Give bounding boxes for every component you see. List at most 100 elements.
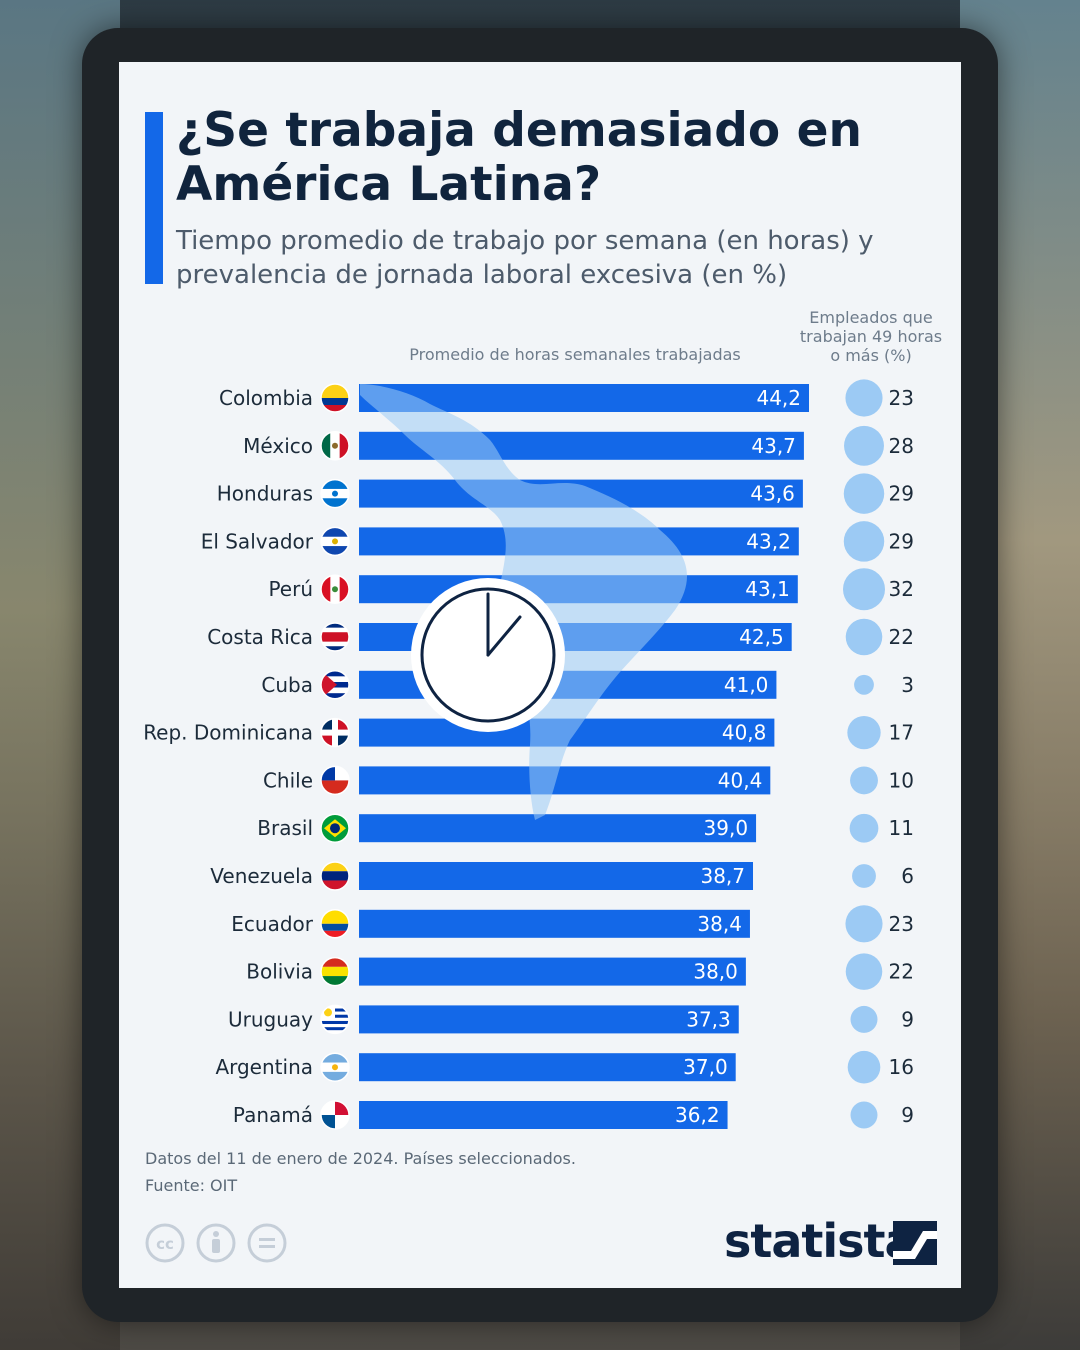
country-label: Ecuador [231, 912, 313, 936]
bar [359, 766, 771, 795]
employee-bubble [850, 1005, 878, 1033]
costa-rica-flag-icon [320, 622, 350, 652]
employee-bubble [845, 953, 883, 990]
employee-bubble [854, 674, 874, 695]
country-label: Brasil [257, 816, 313, 840]
bar [359, 862, 754, 890]
bar-value-label: 43,7 [751, 434, 796, 458]
country-label: Bolivia [246, 960, 313, 984]
employee-pct-label: 22 [889, 625, 914, 649]
bar-value-label: 38,7 [700, 864, 745, 888]
license-icons: cc [145, 1223, 287, 1263]
employee-pct-label: 11 [889, 816, 914, 840]
bar-value-label: 41,0 [724, 673, 769, 697]
country-label: Argentina [215, 1055, 313, 1079]
chile-flag-icon [320, 765, 350, 796]
country-label: Perú [268, 577, 313, 601]
employee-bubble [845, 618, 883, 656]
honduras-flag-icon [320, 478, 350, 509]
bar [359, 1053, 736, 1082]
svg-text:cc: cc [156, 1235, 174, 1253]
bar [359, 909, 750, 938]
employee-bubble [843, 568, 885, 611]
employee-pct-label: 32 [889, 577, 914, 601]
country-label: Panamá [233, 1103, 313, 1127]
bar-value-label: 43,6 [750, 482, 795, 506]
dominican-republic-flag-icon [320, 717, 350, 748]
bar-value-label: 37,3 [686, 1007, 731, 1031]
employee-bubble [850, 1101, 878, 1129]
employee-bubble [844, 425, 884, 466]
employee-pct-label: 6 [901, 864, 914, 888]
country-label: Cuba [261, 673, 313, 697]
bar-value-label: 37,0 [683, 1055, 728, 1079]
country-label: México [243, 434, 313, 458]
bar-value-label: 40,4 [718, 768, 763, 792]
clock-icon [411, 578, 565, 732]
country-label: Rep. Dominicana [143, 721, 313, 745]
bar-value-label: 43,2 [746, 529, 791, 553]
bolivia-flag-icon [320, 956, 350, 987]
ecuador-flag-icon [320, 909, 350, 939]
employee-bubble [852, 864, 876, 888]
employee-bubble [850, 766, 878, 795]
statista-logo: statista [724, 1214, 916, 1268]
employee-bubble [843, 521, 885, 562]
country-label: Costa Rica [207, 625, 313, 649]
peru-flag-icon [320, 574, 350, 604]
country-label: El Salvador [201, 529, 314, 553]
employee-bubble [847, 715, 881, 750]
cuba-flag-icon [320, 670, 350, 700]
bar-value-label: 38,0 [693, 960, 738, 984]
employee-bubble [847, 1050, 881, 1084]
employee-bubble [849, 813, 879, 843]
cc-icon: cc [145, 1223, 185, 1263]
employee-pct-label: 23 [889, 386, 914, 410]
colombia-flag-icon [320, 383, 350, 413]
bar-value-label: 39,0 [704, 816, 749, 840]
employee-pct-label: 9 [901, 1007, 914, 1031]
employee-pct-label: 29 [889, 529, 914, 553]
brazil-flag-icon [320, 813, 350, 843]
employee-pct-label: 16 [889, 1055, 914, 1079]
employee-pct-label: 28 [889, 434, 914, 458]
argentina-flag-icon [320, 1052, 350, 1082]
el-salvador-flag-icon [320, 526, 350, 557]
employee-bubble [843, 473, 885, 514]
mexico-flag-icon [320, 431, 350, 461]
bar-value-label: 40,8 [722, 721, 767, 745]
venezuela-flag-icon [320, 861, 350, 891]
chart-title: ¿Se trabaja demasiado en América Latina? [176, 103, 862, 212]
employee-pct-label: 22 [889, 960, 914, 984]
statista-logo-icon [893, 1221, 937, 1265]
chart-note: Datos del 11 de enero de 2024. Países se… [145, 1149, 576, 1168]
bar-value-label: 38,4 [697, 912, 742, 936]
employee-bubble [845, 379, 883, 417]
employee-pct-label: 23 [889, 912, 914, 936]
bar [359, 957, 746, 986]
title-accent-bar [145, 112, 163, 284]
bars-column-header: Promedio de horas semanales trabajadas [409, 345, 741, 364]
bar-value-label: 42,5 [739, 625, 784, 649]
bar-value-label: 36,2 [675, 1103, 720, 1127]
uruguay-flag-icon [320, 1004, 350, 1035]
employee-pct-label: 9 [901, 1103, 914, 1127]
attribution-icon [196, 1223, 236, 1263]
chart-source: Fuente: OIT [145, 1176, 238, 1195]
no-derivatives-icon [247, 1223, 287, 1263]
country-label: Venezuela [210, 864, 313, 888]
employee-pct-label: 3 [901, 673, 914, 697]
employee-pct-label: 10 [889, 768, 914, 792]
country-label: Colombia [219, 386, 313, 410]
chart-subtitle: Tiempo promedio de trabajo por semana (e… [176, 226, 874, 290]
bar [359, 1101, 728, 1129]
employee-pct-label: 17 [889, 721, 914, 745]
employees-column-header: Empleados que trabajan 49 horas o más (%… [799, 308, 943, 365]
panama-flag-icon [320, 1100, 350, 1130]
country-label: Honduras [217, 482, 313, 506]
country-label: Uruguay [228, 1007, 313, 1031]
bar-value-label: 43,1 [745, 577, 790, 601]
bar [359, 814, 757, 843]
employee-bubble [845, 905, 883, 943]
